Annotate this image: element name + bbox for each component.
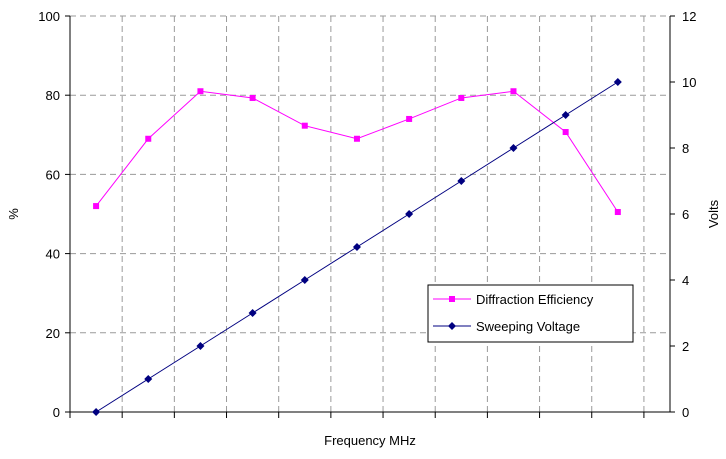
tick-labels: 0 20 40 60 80 100 0 2 4 6 8 10 12 xyxy=(38,9,696,420)
y-left-tick-label: 40 xyxy=(46,247,60,262)
legend-item-diffraction-efficiency: Diffraction Efficiency xyxy=(433,292,594,307)
y-right-tick-label: 0 xyxy=(682,405,689,420)
legend: Diffraction Efficiency Sweeping Voltage xyxy=(427,284,634,343)
data-point-sweeping-voltage xyxy=(561,111,570,119)
y-axis-left-label: % xyxy=(6,208,21,220)
y-right-tick-label: 6 xyxy=(682,207,689,222)
data-point-diffraction-efficiency xyxy=(353,135,360,142)
y-right-tick-label: 2 xyxy=(682,339,689,354)
axes xyxy=(65,15,675,418)
y-right-tick-label: 10 xyxy=(682,75,696,90)
legend-label-voltage: Sweeping Voltage xyxy=(476,319,580,334)
legend-label-diffraction: Diffraction Efficiency xyxy=(476,292,594,307)
data-point-diffraction-efficiency xyxy=(614,209,621,216)
y-left-tick-label: 20 xyxy=(46,326,60,341)
data-point-sweeping-voltage xyxy=(613,78,622,86)
legend-box xyxy=(427,284,634,343)
y-left-tick-label: 80 xyxy=(46,88,60,103)
y-right-tick-label: 4 xyxy=(682,273,689,288)
data-point-sweeping-voltage xyxy=(144,375,153,383)
data-point-diffraction-efficiency xyxy=(145,135,152,142)
data-point-sweeping-voltage xyxy=(457,177,466,185)
data-point-sweeping-voltage xyxy=(509,144,518,152)
data-point-sweeping-voltage xyxy=(248,309,257,317)
y-right-tick-label: 12 xyxy=(682,9,696,24)
x-axis-label: Frequency MHz xyxy=(324,433,416,448)
data-point-diffraction-efficiency xyxy=(301,122,308,129)
data-point-sweeping-voltage xyxy=(352,243,361,251)
data-point-diffraction-efficiency xyxy=(510,88,517,95)
data-point-diffraction-efficiency xyxy=(458,94,465,101)
legend-item-sweeping-voltage: Sweeping Voltage xyxy=(433,319,580,334)
y-axis-right-label: Volts xyxy=(706,199,721,228)
data-point-diffraction-efficiency xyxy=(562,129,569,136)
data-point-diffraction-efficiency xyxy=(93,203,100,210)
data-point-sweeping-voltage xyxy=(92,408,101,416)
y-left-tick-label: 100 xyxy=(38,9,60,24)
series xyxy=(92,78,622,416)
data-point-sweeping-voltage xyxy=(405,210,414,218)
data-point-diffraction-efficiency xyxy=(249,94,256,101)
data-point-sweeping-voltage xyxy=(300,276,309,284)
grid-lines xyxy=(70,15,670,412)
legend-marker-square xyxy=(449,296,455,302)
y-left-tick-label: 60 xyxy=(46,167,60,182)
y-right-tick-label: 8 xyxy=(682,141,689,156)
y-left-tick-label: 0 xyxy=(53,405,60,420)
data-point-diffraction-efficiency xyxy=(406,115,413,122)
data-point-diffraction-efficiency xyxy=(197,88,204,95)
legend-marker-diamond xyxy=(448,322,456,330)
data-point-sweeping-voltage xyxy=(196,342,205,350)
